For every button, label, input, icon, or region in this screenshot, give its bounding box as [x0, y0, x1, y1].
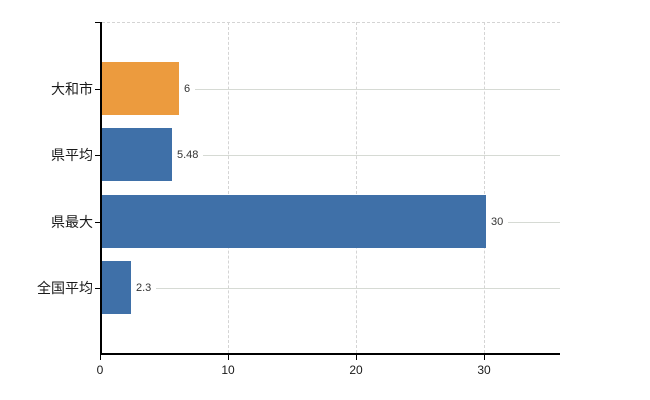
y-axis-tick [95, 155, 100, 156]
category-label: 大和市 [51, 81, 93, 97]
x-tick-label: 30 [477, 363, 491, 377]
bar-value-label: 2.3 [136, 281, 152, 294]
x-axis-tick [484, 355, 485, 360]
plot-top-border [102, 22, 560, 23]
bar-value-label: 5.48 [177, 148, 199, 161]
plot-area: 6 5.48 30 2.3 [100, 22, 560, 355]
y-axis-tick [95, 22, 100, 23]
category-label: 全国平均 [37, 280, 93, 296]
value-leader-line [508, 222, 560, 223]
bar-県平均 [102, 128, 172, 181]
y-axis-tick [95, 89, 100, 90]
vertical-gridline [484, 22, 485, 353]
y-axis-tick [95, 288, 100, 289]
vertical-gridline [228, 22, 229, 353]
x-axis-tick [228, 355, 229, 360]
vertical-gridline [356, 22, 357, 353]
bar-県最大 [102, 195, 486, 248]
value-leader-line [156, 288, 560, 289]
bar-value-label: 6 [184, 82, 191, 95]
x-tick-label: 20 [349, 363, 363, 377]
x-tick-label: 0 [96, 363, 104, 377]
bar-全国平均 [102, 261, 131, 314]
category-label: 県平均 [51, 147, 93, 163]
value-leader-line [203, 155, 560, 156]
x-axis-tick [100, 355, 101, 360]
x-axis-tick [356, 355, 357, 360]
x-tick-label: 10 [221, 363, 235, 377]
category-label: 県最大 [51, 214, 93, 230]
bar-大和市 [102, 62, 179, 115]
value-leader-line [195, 89, 560, 90]
bar-value-label: 30 [491, 215, 504, 228]
y-axis-tick [95, 222, 100, 223]
